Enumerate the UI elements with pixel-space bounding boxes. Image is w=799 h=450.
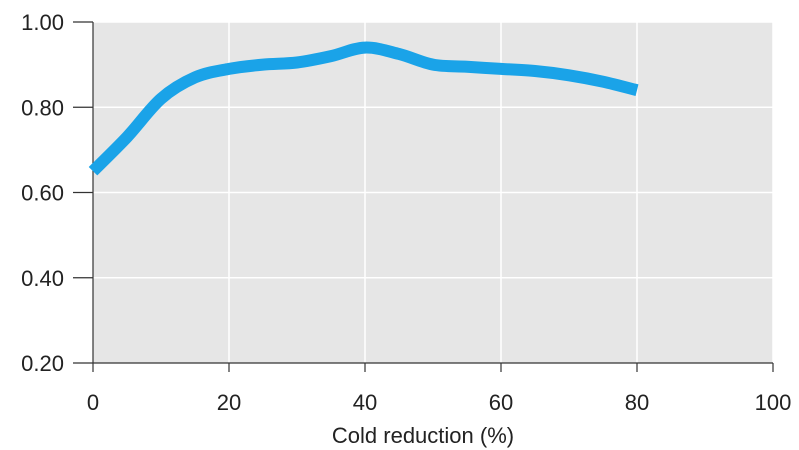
series-line-0 [88, 41, 639, 176]
y-tick-label-3: 0.80 [21, 95, 64, 120]
x-tick-label-1: 20 [217, 390, 241, 415]
x-tick-label-0: 0 [87, 390, 99, 415]
x-tick-label-5: 100 [755, 390, 792, 415]
y-tick-label-0: 0.20 [21, 351, 64, 376]
x-tick-label-4: 80 [625, 390, 649, 415]
y-tick-label-4: 1.00 [21, 10, 64, 35]
y-tick-label-1: 0.40 [21, 266, 64, 291]
axes [73, 21, 774, 372]
x-axis-title: Cold reduction (%) [332, 423, 514, 448]
y-tick-label-2: 0.60 [21, 181, 64, 206]
grid-lines [93, 21, 774, 363]
x-tick-label-3: 60 [489, 390, 513, 415]
tick-labels: 0 20 40 60 80 100 0.20 0.40 0.60 0.80 1.00 [21, 10, 791, 415]
x-tick-label-2: 40 [353, 390, 377, 415]
series-layer [88, 41, 639, 176]
